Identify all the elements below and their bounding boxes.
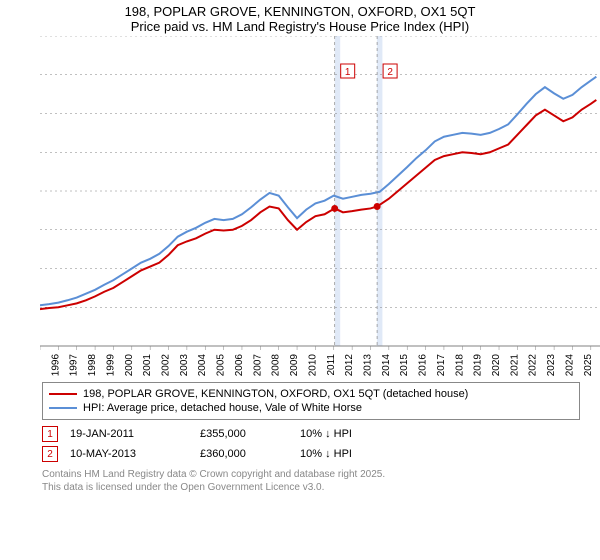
svg-text:2007: 2007 <box>252 354 263 376</box>
svg-text:2024: 2024 <box>564 354 575 376</box>
svg-text:2025: 2025 <box>583 354 594 376</box>
svg-text:1997: 1997 <box>69 354 80 376</box>
svg-text:2008: 2008 <box>271 354 282 376</box>
transaction-delta: 10% ↓ HPI <box>300 428 420 440</box>
chart-svg: £0£100K£200K£300K£400K£500K£600K£700K£80… <box>40 36 600 376</box>
svg-text:1995: 1995 <box>40 354 43 376</box>
chart-container: 198, POPLAR GROVE, KENNINGTON, OXFORD, O… <box>0 0 600 560</box>
svg-text:2019: 2019 <box>473 354 484 376</box>
transaction-price: £355,000 <box>200 428 300 440</box>
svg-text:2004: 2004 <box>197 354 208 376</box>
svg-text:1999: 1999 <box>105 354 116 376</box>
svg-text:2015: 2015 <box>399 354 410 376</box>
svg-text:2022: 2022 <box>528 354 539 376</box>
transaction-row: 2 10-MAY-2013£360,00010% ↓ HPI <box>0 444 600 464</box>
title-line-1: 198, POPLAR GROVE, KENNINGTON, OXFORD, O… <box>0 4 600 19</box>
footer: Contains HM Land Registry data © Crown c… <box>0 464 600 494</box>
svg-text:2005: 2005 <box>216 354 227 376</box>
transaction-price: £360,000 <box>200 448 300 460</box>
title-line-2: Price paid vs. HM Land Registry's House … <box>0 19 600 34</box>
transaction-marker: 2 <box>42 446 58 462</box>
svg-text:2013: 2013 <box>362 354 373 376</box>
footer-line-1: Contains HM Land Registry data © Crown c… <box>42 468 600 481</box>
title-block: 198, POPLAR GROVE, KENNINGTON, OXFORD, O… <box>0 0 600 36</box>
transaction-list: 1 19-JAN-2011£355,00010% ↓ HPI 2 10-MAY-201… <box>0 424 600 464</box>
svg-text:2018: 2018 <box>454 354 465 376</box>
legend-row: 198, POPLAR GROVE, KENNINGTON, OXFORD, O… <box>49 387 573 401</box>
svg-text:2016: 2016 <box>418 354 429 376</box>
svg-text:2003: 2003 <box>179 354 190 376</box>
svg-text:2017: 2017 <box>436 354 447 376</box>
legend-swatch <box>49 393 77 395</box>
svg-text:2011: 2011 <box>326 354 337 376</box>
svg-text:2: 2 <box>387 67 393 78</box>
svg-text:2002: 2002 <box>161 354 172 376</box>
svg-text:2023: 2023 <box>546 354 557 376</box>
transaction-marker: 1 <box>42 426 58 442</box>
legend-label: 198, POPLAR GROVE, KENNINGTON, OXFORD, O… <box>83 388 468 400</box>
footer-line-2: This data is licensed under the Open Gov… <box>42 481 600 494</box>
svg-text:2021: 2021 <box>509 354 520 376</box>
svg-text:2014: 2014 <box>381 354 392 376</box>
svg-text:1998: 1998 <box>87 354 98 376</box>
chart-area: £0£100K£200K£300K£400K£500K£600K£700K£80… <box>40 36 600 376</box>
svg-text:2010: 2010 <box>307 354 318 376</box>
legend-row: HPI: Average price, detached house, Vale… <box>49 401 573 415</box>
transaction-date: 10-MAY-2013 <box>70 448 200 460</box>
svg-text:1: 1 <box>345 67 351 78</box>
svg-text:2000: 2000 <box>124 354 135 376</box>
transaction-date: 19-JAN-2011 <box>70 428 200 440</box>
svg-text:1996: 1996 <box>50 354 61 376</box>
svg-text:2009: 2009 <box>289 354 300 376</box>
legend-box: 198, POPLAR GROVE, KENNINGTON, OXFORD, O… <box>42 382 580 420</box>
svg-text:2020: 2020 <box>491 354 502 376</box>
svg-text:2001: 2001 <box>142 354 153 376</box>
legend-swatch <box>49 407 77 409</box>
transaction-row: 1 19-JAN-2011£355,00010% ↓ HPI <box>0 424 600 444</box>
svg-text:2006: 2006 <box>234 354 245 376</box>
transaction-delta: 10% ↓ HPI <box>300 448 420 460</box>
legend-label: HPI: Average price, detached house, Vale… <box>83 402 362 414</box>
svg-text:2012: 2012 <box>344 354 355 376</box>
